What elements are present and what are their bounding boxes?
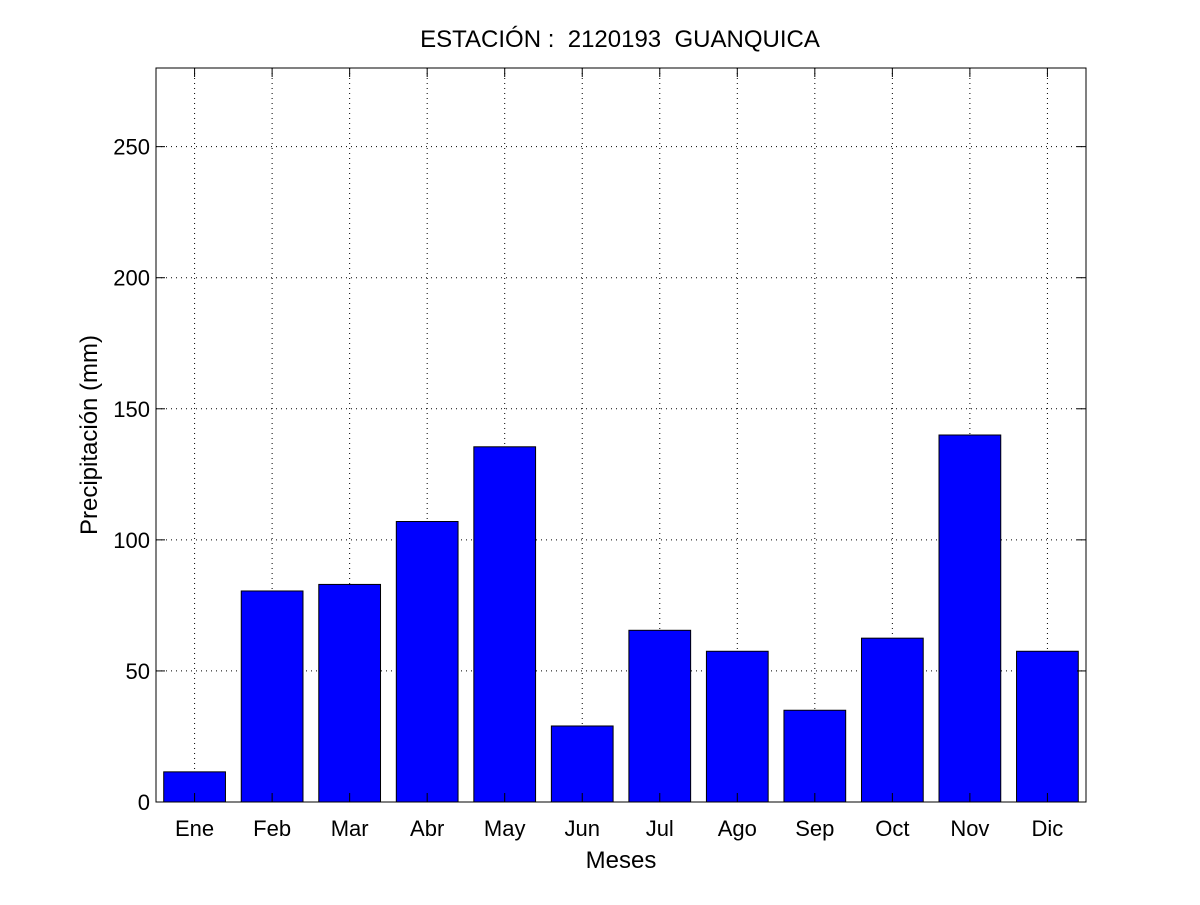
x-axis-label: Meses [586,847,657,874]
x-tick-label: Feb [253,816,291,841]
y-tick-label: 0 [138,790,150,815]
y-axis-label: Precipitación (mm) [76,335,103,535]
x-tick-label: Nov [950,816,989,841]
y-tick-label: 100 [113,528,150,553]
x-tick-label: Jun [564,816,599,841]
x-tick-label: Mar [331,816,369,841]
axis-ticks [156,68,1086,803]
bar-mar [318,583,382,803]
bar-jun [550,725,614,803]
bar-nov [938,434,1002,803]
bar-may [473,446,537,803]
bar-feb [240,590,304,803]
x-tick-label: Oct [875,816,909,841]
x-tick-label: Sep [795,816,834,841]
bar-dic [1016,650,1079,803]
y-tick-label: 200 [113,266,150,291]
x-tick-label: Abr [410,816,444,841]
y-tick-labels: 0 50 100 150 200 250 [113,135,150,815]
bar-sep [783,709,847,803]
grid-lines [156,68,1086,802]
bar-oct [860,637,924,803]
x-tick-label: Jul [646,816,674,841]
bar-jul [628,629,692,803]
x-tick-label: Dic [1032,816,1064,841]
bars [163,434,1079,803]
y-tick-label: 50 [126,659,150,684]
y-tick-label: 250 [113,135,150,160]
x-tick-label: Ene [175,816,214,841]
plot-frame [155,67,1087,803]
x-tick-label: Ago [718,816,757,841]
bar-ago [705,650,769,803]
bar-abr [395,521,459,803]
x-tick-label: May [484,816,526,841]
y-tick-label: 150 [113,397,150,422]
chart-title: ESTACIÓN : 2120193 GUANQUICA [420,26,820,53]
x-tick-labels: Ene Feb Mar Abr May Jun Jul Ago Sep Oct Nov Dic [175,816,1063,841]
